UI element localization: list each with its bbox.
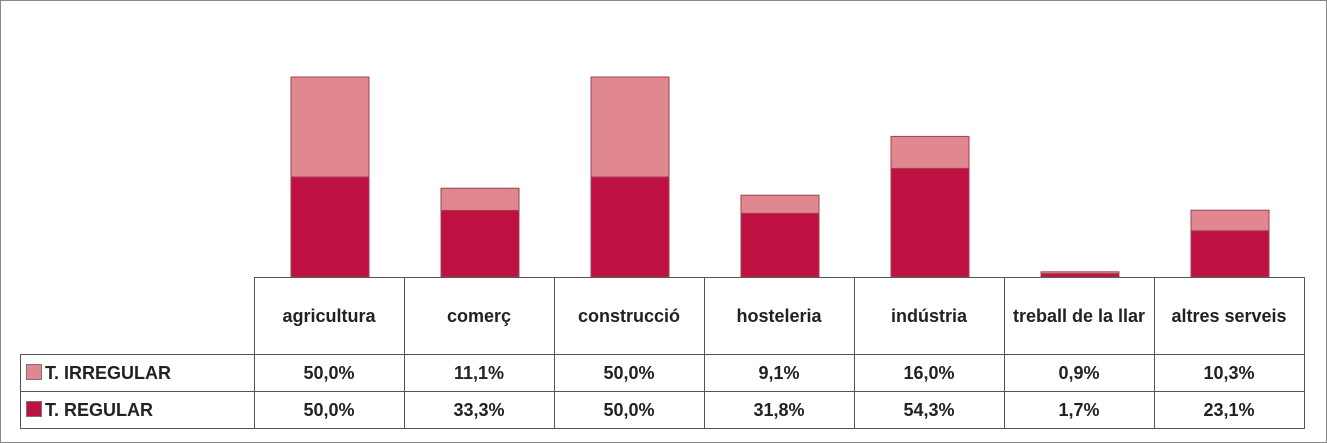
category-label: altres serveis bbox=[1153, 277, 1305, 355]
value-label: 0,9% bbox=[1003, 354, 1155, 392]
value-label: 16,0% bbox=[853, 354, 1005, 392]
bar-segment bbox=[440, 209, 520, 278]
bar-segment bbox=[1040, 271, 1120, 275]
data-table: agricultura comerç construcció hosteleria in… bbox=[20, 277, 1305, 429]
legend-swatch bbox=[26, 363, 42, 380]
bar-segment bbox=[1190, 209, 1270, 232]
value-label: 50,0% bbox=[553, 354, 705, 392]
bar-segment bbox=[290, 76, 370, 178]
blank-cell bbox=[20, 277, 255, 355]
bar-segment bbox=[290, 176, 370, 278]
series-row: T. IRREGULAR 50,0% 11,1% 50,0% 9,1% 16,0% 0,9%… bbox=[20, 354, 1305, 392]
header-row: agricultura comerç construcció hosteleria in… bbox=[20, 277, 1305, 355]
bar-segment bbox=[590, 176, 670, 278]
value-label: 11,1% bbox=[403, 354, 555, 392]
value-label: 23,1% bbox=[1153, 391, 1305, 429]
legend-swatch bbox=[26, 400, 42, 417]
category-label: treball de la llar bbox=[1003, 277, 1155, 355]
legend-cell: T. IRREGULAR bbox=[20, 354, 255, 392]
bar-segment bbox=[890, 167, 970, 278]
legend-cell: T. REGULAR bbox=[20, 391, 255, 429]
series-row: T. REGULAR 50,0% 33,3% 50,0% 31,8% 54,3% 1,7% 2… bbox=[20, 391, 1305, 429]
bar-segment bbox=[1190, 230, 1270, 278]
category-label: indústria bbox=[853, 277, 1005, 355]
value-label: 10,3% bbox=[1153, 354, 1305, 392]
bar-segment bbox=[590, 76, 670, 178]
category-label: agricultura bbox=[253, 277, 405, 355]
value-label: 50,0% bbox=[253, 391, 405, 429]
bar-segment bbox=[740, 212, 820, 278]
value-label: 9,1% bbox=[703, 354, 855, 392]
bar-segment bbox=[890, 135, 970, 169]
category-label: hosteleria bbox=[703, 277, 855, 355]
category-label: construcció bbox=[553, 277, 705, 355]
value-label: 50,0% bbox=[253, 354, 405, 392]
value-label: 50,0% bbox=[553, 391, 705, 429]
bar-segment bbox=[440, 187, 520, 211]
category-label: comerç bbox=[403, 277, 555, 355]
value-label: 33,3% bbox=[403, 391, 555, 429]
bar-segment bbox=[740, 194, 820, 214]
legend-label: T. REGULAR bbox=[45, 399, 153, 420]
value-label: 31,8% bbox=[703, 391, 855, 429]
legend-label: T. IRREGULAR bbox=[45, 362, 171, 383]
value-label: 54,3% bbox=[853, 391, 1005, 429]
value-label: 1,7% bbox=[1003, 391, 1155, 429]
